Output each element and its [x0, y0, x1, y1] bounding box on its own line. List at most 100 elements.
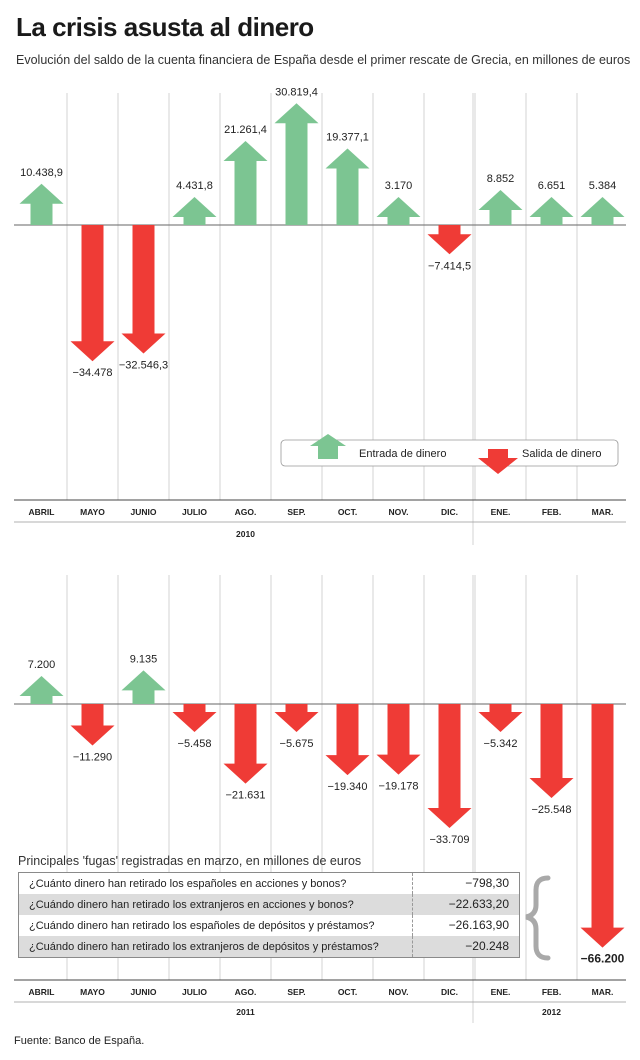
- data-label: 10.438,9: [20, 167, 63, 179]
- data-label: 4.431,8: [176, 180, 213, 192]
- fugas-title: Principales 'fugas' registradas en marzo…: [18, 854, 362, 868]
- fuga-value: −20.248: [412, 936, 519, 957]
- data-label: −33.709: [429, 834, 469, 846]
- data-label: −25.548: [531, 804, 571, 816]
- bar-arrow-down: [427, 225, 472, 255]
- data-label: 30.819,4: [275, 86, 318, 98]
- bar-arrow-up: [223, 141, 268, 225]
- bar-arrow-up: [580, 197, 625, 225]
- fuga-question: ¿Cuándo dinero han retirado los extranje…: [29, 898, 354, 911]
- source-note: Fuente: Banco de España.: [14, 1035, 145, 1047]
- bar-arrow-up: [172, 197, 217, 225]
- bar-arrow-down: [325, 704, 370, 776]
- data-label: 7.200: [28, 659, 56, 671]
- bar-arrow-down: [529, 704, 574, 799]
- data-label: −7.414,5: [428, 260, 471, 272]
- legend-in-label: Entrada de dinero: [359, 448, 446, 460]
- tick-label: SEP.: [287, 987, 305, 997]
- legend-box: [280, 439, 619, 467]
- tick-label: JUNIO: [131, 987, 157, 997]
- bar-arrow-up: [529, 197, 574, 225]
- tick-label: JUNIO: [131, 507, 157, 517]
- data-label: 3.170: [385, 180, 413, 192]
- data-label: 21.261,4: [224, 124, 267, 136]
- bar-arrow-up: [325, 148, 370, 225]
- fuga-row: ¿Cuánto dinero han retirado los españole…: [19, 873, 519, 894]
- tick-label: DIC.: [441, 507, 458, 517]
- tick-label: MAR.: [592, 507, 614, 517]
- data-label: −19.340: [327, 781, 367, 793]
- legend-in-arrow: [310, 434, 346, 459]
- data-label: −5.458: [178, 738, 212, 750]
- bar-arrow-down: [121, 225, 166, 354]
- tick-label: DIC.: [441, 987, 458, 997]
- fuga-value: −22.633,20: [412, 894, 519, 915]
- data-label: 8.852: [487, 173, 515, 185]
- fuga-row: ¿Cuándo dinero han retirado los extranje…: [19, 936, 519, 957]
- bar-arrow-up: [478, 190, 523, 225]
- fuga-row: ¿Cuándo dinero han retirado los extranje…: [19, 894, 519, 915]
- bar-arrow-down: [427, 704, 472, 829]
- bar-arrow-up: [376, 197, 421, 225]
- year-label: 2012: [542, 1007, 561, 1017]
- bar-arrow-up: [19, 183, 64, 225]
- tick-label: MAYO: [80, 987, 105, 997]
- tick-label: ENE.: [491, 507, 511, 517]
- tick-label: FEB.: [542, 507, 561, 517]
- data-label: 6.651: [538, 180, 566, 192]
- tick-label: AGO.: [235, 987, 257, 997]
- tick-label: MAYO: [80, 507, 105, 517]
- bar-arrow-down: [172, 704, 217, 732]
- tick-label: ABRIL: [29, 987, 55, 997]
- fuga-value: −798,30: [412, 873, 519, 894]
- bar-arrow-down: [274, 704, 319, 732]
- tick-label: OCT.: [338, 507, 357, 517]
- fugas-table: ¿Cuánto dinero han retirado los españole…: [18, 872, 520, 958]
- fugas-panel: Principales 'fugas' registradas en marzo…: [18, 854, 520, 958]
- data-label: −34.478: [72, 367, 112, 379]
- fugas-brace: [525, 875, 551, 961]
- bar-arrow-up: [274, 103, 319, 225]
- legend-out-label: Salida de dinero: [522, 448, 602, 460]
- data-label: −5.675: [280, 738, 314, 750]
- legend-out-arrow: [478, 449, 518, 474]
- tick-label: MAR.: [592, 987, 614, 997]
- data-label: −5.342: [484, 738, 518, 750]
- tick-label: AGO.: [235, 507, 257, 517]
- data-label: −19.178: [378, 781, 418, 793]
- bar-arrow-down: [478, 704, 523, 732]
- data-label: 9.135: [130, 653, 158, 665]
- fuga-question: ¿Cuánto dinero han retirado los españole…: [29, 877, 347, 890]
- tick-label: NOV.: [388, 507, 408, 517]
- tick-label: FEB.: [542, 987, 561, 997]
- tick-label: JULIO: [182, 507, 207, 517]
- bar-arrow-down: [223, 704, 268, 784]
- data-label: −11.290: [73, 752, 112, 764]
- tick-label: ABRIL: [29, 507, 55, 517]
- page-title: La crisis asusta al dinero: [16, 12, 314, 42]
- data-label: −66.200: [581, 952, 625, 966]
- bar-arrow-down: [580, 704, 625, 948]
- tick-label: JULIO: [182, 987, 207, 997]
- bar-arrow-down: [70, 704, 115, 746]
- data-label: 19.377,1: [326, 131, 369, 143]
- bar-arrow-up: [121, 670, 166, 704]
- data-label: −21.631: [225, 790, 265, 802]
- tick-label: OCT.: [338, 987, 357, 997]
- data-label: 5.384: [589, 180, 617, 192]
- fuga-row: ¿Cuándo dinero han retirado los españole…: [19, 915, 519, 936]
- tick-label: ENE.: [491, 987, 511, 997]
- fuga-value: −26.163,90: [412, 915, 519, 936]
- bar-arrow-down: [70, 225, 115, 362]
- tick-label: SEP.: [287, 507, 305, 517]
- fuga-question: ¿Cuándo dinero han retirado los españole…: [29, 919, 375, 932]
- bar-arrow-up: [19, 676, 64, 704]
- year-label: 2011: [236, 1007, 255, 1017]
- fuga-question: ¿Cuándo dinero han retirado los extranje…: [29, 940, 379, 953]
- data-label: −32.546,3: [119, 360, 168, 372]
- tick-label: NOV.: [388, 987, 408, 997]
- page-subtitle: Evolución del saldo de la cuenta financi…: [16, 53, 631, 67]
- year-label: 2010: [236, 529, 255, 539]
- bar-arrow-down: [376, 704, 421, 775]
